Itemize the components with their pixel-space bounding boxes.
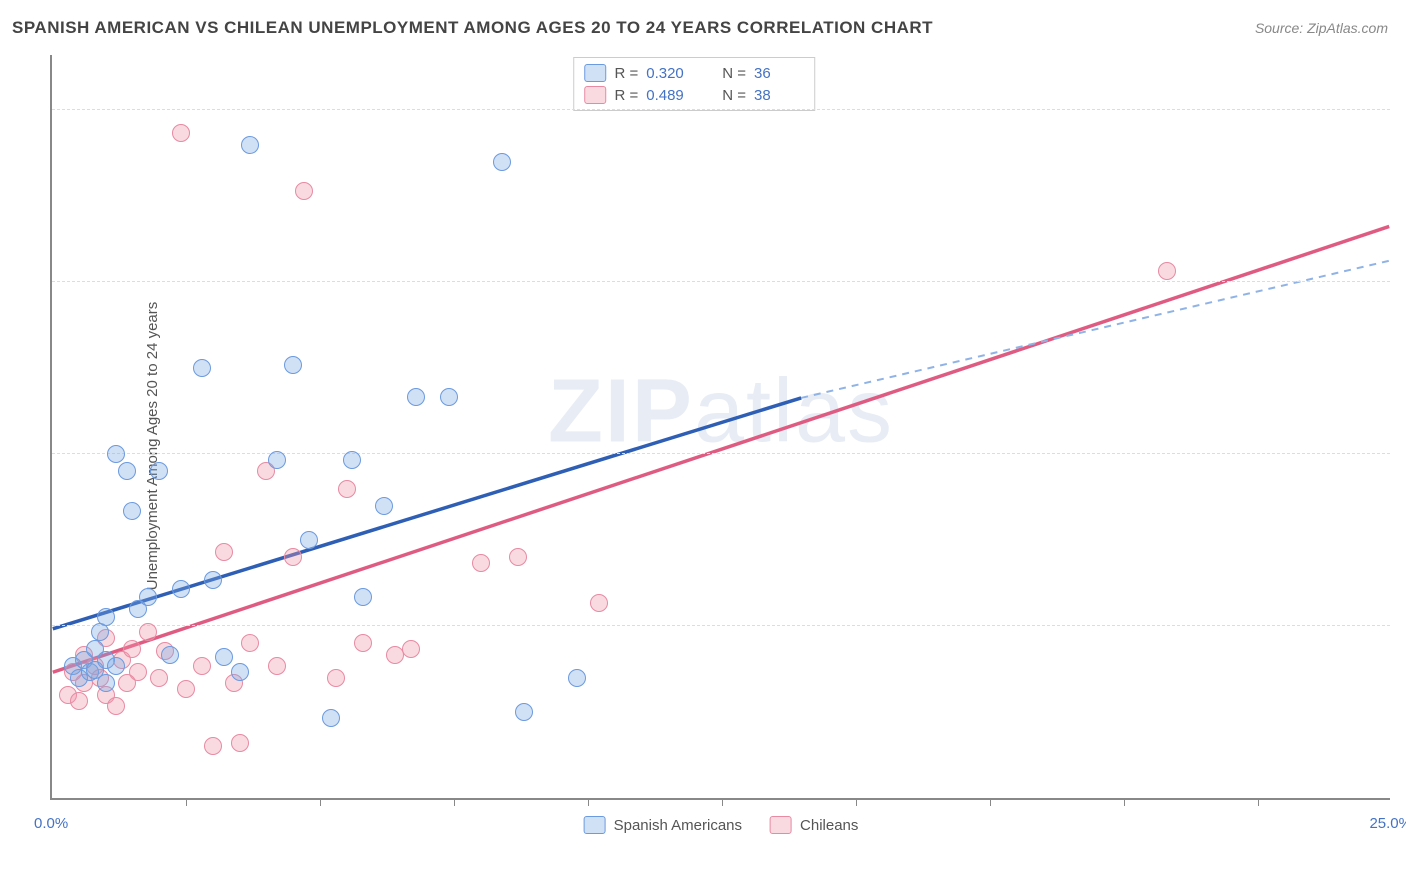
data-point (509, 548, 527, 566)
data-point (107, 697, 125, 715)
series-a-name: Spanish Americans (614, 817, 742, 834)
data-point (268, 657, 286, 675)
data-point (118, 674, 136, 692)
chart-title: SPANISH AMERICAN VS CHILEAN UNEMPLOYMENT… (12, 18, 933, 38)
data-point (472, 554, 490, 572)
data-point (161, 646, 179, 664)
data-point (215, 543, 233, 561)
data-point (402, 640, 420, 658)
n-label: N = (722, 65, 746, 82)
series-legend: Spanish Americans Chileans (584, 816, 859, 834)
data-point (204, 737, 222, 755)
x-axis-min-label: 0.0% (34, 815, 68, 832)
r-label: R = (614, 65, 638, 82)
data-point (268, 451, 286, 469)
data-point (97, 608, 115, 626)
data-point (241, 136, 259, 154)
data-point (590, 594, 608, 612)
data-point (338, 480, 356, 498)
data-point (354, 588, 372, 606)
watermark: ZIPatlas (548, 360, 894, 463)
data-point (241, 634, 259, 652)
r-value-b: 0.489 (646, 87, 696, 104)
swatch-series-b (770, 816, 792, 834)
data-point (107, 445, 125, 463)
data-point (295, 182, 313, 200)
data-point (1158, 262, 1176, 280)
legend-item-a: Spanish Americans (584, 816, 742, 834)
data-point (172, 124, 190, 142)
chart-root: SPANISH AMERICAN VS CHILEAN UNEMPLOYMENT… (0, 0, 1406, 892)
gridline (52, 453, 1390, 454)
data-point (493, 153, 511, 171)
swatch-series-a (584, 816, 606, 834)
data-point (70, 692, 88, 710)
data-point (123, 502, 141, 520)
trendlines-svg (52, 55, 1390, 798)
gridline (52, 109, 1390, 110)
x-tick (320, 798, 321, 806)
source-attribution: Source: ZipAtlas.com (1255, 20, 1388, 36)
gridline (52, 625, 1390, 626)
data-point (139, 588, 157, 606)
data-point (284, 548, 302, 566)
correlation-legend: R = 0.320 N = 36 R = 0.489 N = 38 (573, 57, 815, 111)
watermark-bold: ZIP (548, 361, 694, 461)
data-point (440, 388, 458, 406)
legend-row-series-a: R = 0.320 N = 36 (584, 62, 804, 84)
data-point (343, 451, 361, 469)
data-point (231, 663, 249, 681)
data-point (375, 497, 393, 515)
data-point (515, 703, 533, 721)
data-point (193, 657, 211, 675)
r-value-a: 0.320 (646, 65, 696, 82)
data-point (215, 648, 233, 666)
data-point (193, 359, 211, 377)
data-point (231, 734, 249, 752)
watermark-light: atlas (694, 361, 894, 461)
legend-row-series-b: R = 0.489 N = 38 (584, 84, 804, 106)
plot-area: ZIPatlas R = 0.320 N = 36 R = 0.489 N = … (50, 55, 1390, 800)
data-point (354, 634, 372, 652)
data-point (150, 669, 168, 687)
data-point (284, 356, 302, 374)
x-tick (1124, 798, 1125, 806)
gridline (52, 281, 1390, 282)
x-tick (454, 798, 455, 806)
x-tick (722, 798, 723, 806)
data-point (407, 388, 425, 406)
swatch-series-a (584, 64, 606, 82)
n-value-b: 38 (754, 87, 804, 104)
x-tick (1258, 798, 1259, 806)
data-point (204, 571, 222, 589)
n-label: N = (722, 87, 746, 104)
data-point (107, 657, 125, 675)
x-tick (588, 798, 589, 806)
swatch-series-b (584, 86, 606, 104)
x-tick (990, 798, 991, 806)
data-point (322, 709, 340, 727)
x-axis-max-label: 25.0% (1369, 815, 1406, 832)
r-label: R = (614, 87, 638, 104)
data-point (118, 462, 136, 480)
data-point (123, 640, 141, 658)
data-point (327, 669, 345, 687)
legend-item-b: Chileans (770, 816, 858, 834)
data-point (300, 531, 318, 549)
n-value-a: 36 (754, 65, 804, 82)
data-point (177, 680, 195, 698)
data-point (150, 462, 168, 480)
data-point (172, 580, 190, 598)
data-point (139, 623, 157, 641)
x-tick (186, 798, 187, 806)
data-point (568, 669, 586, 687)
series-b-name: Chileans (800, 817, 858, 834)
x-tick (856, 798, 857, 806)
data-point (97, 674, 115, 692)
trendline-spanish-solid (53, 398, 801, 629)
trendline-chileans (53, 226, 1389, 672)
